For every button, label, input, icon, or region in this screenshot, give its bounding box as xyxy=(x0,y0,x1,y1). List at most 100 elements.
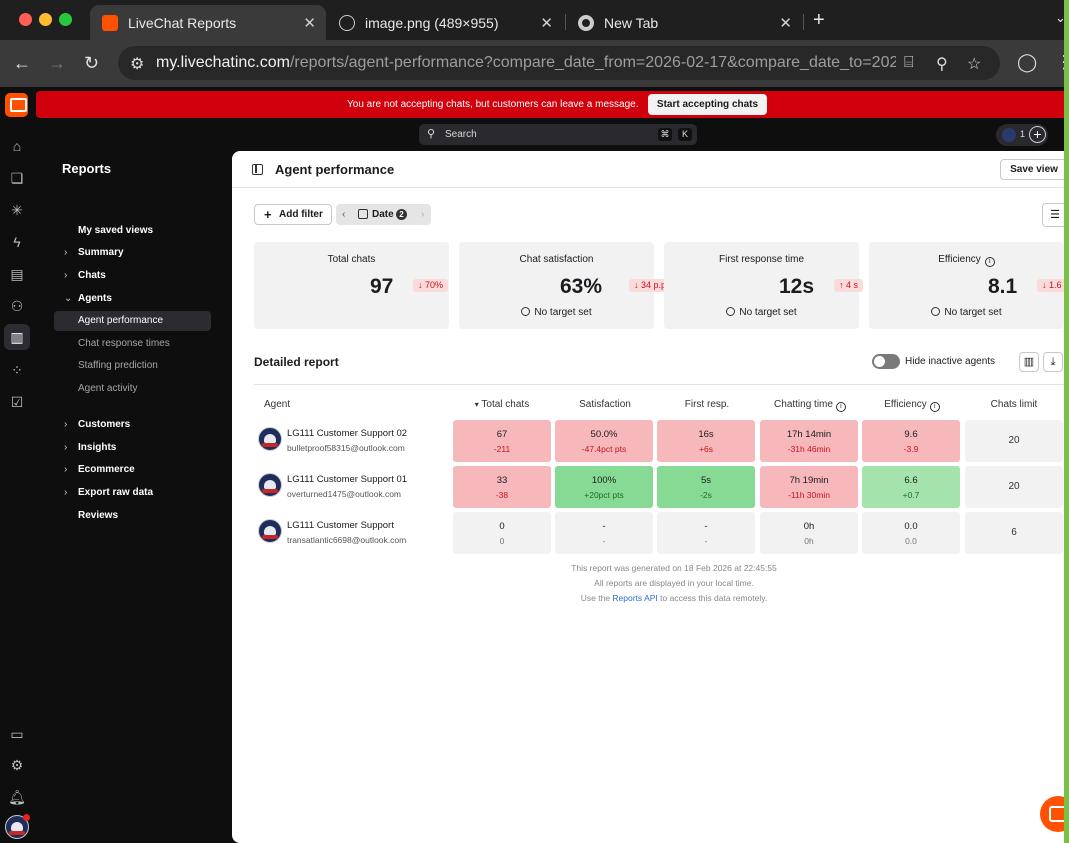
sidebar-item-agents[interactable]: ⌄ Agents xyxy=(54,289,211,309)
url-text[interactable]: my.livechatinc.com/reports/agent-perform… xyxy=(156,54,896,71)
sidebar-item-staffing-prediction[interactable]: Staffing prediction xyxy=(54,356,211,376)
sidebar-item-ecommerce[interactable]: › Ecommerce xyxy=(54,460,211,480)
back-arrow-icon[interactable]: ← xyxy=(13,53,31,73)
archives-icon[interactable]: ▤ xyxy=(10,266,24,282)
agents-online-widget[interactable]: 1 + xyxy=(996,124,1048,146)
kpi-target[interactable]: No target set xyxy=(459,307,654,318)
chevron-left-icon[interactable]: ‹ xyxy=(342,209,346,220)
home-icon[interactable]: ⌂ xyxy=(12,138,22,154)
column-header-chats-limit[interactable]: Chats limit xyxy=(990,399,1038,410)
kpi-card: First response time 12s ↑ 4 s No target set xyxy=(664,242,864,329)
sidebar-item-agent-activity[interactable]: Agent activity xyxy=(54,379,211,399)
tasks-check-icon[interactable]: ☑ xyxy=(10,394,24,410)
new-tab-button[interactable]: + xyxy=(813,9,825,31)
metric-delta: -38 xyxy=(495,490,509,500)
close-tab-icon[interactable]: ✕ xyxy=(779,15,792,32)
chats-limit-cell[interactable]: 20 xyxy=(965,420,1063,462)
globe-icon xyxy=(339,14,355,31)
sidebar-item-customers[interactable]: › Customers xyxy=(54,415,211,435)
close-window-button[interactable] xyxy=(19,13,32,26)
chats-limit-cell[interactable]: 20 xyxy=(965,466,1063,508)
sidebar-item-agent-performance[interactable]: Agent performance xyxy=(54,311,211,331)
sidebar-item-export-raw-data[interactable]: › Export raw data xyxy=(54,483,211,503)
metric-value: 17h 14min xyxy=(786,429,832,440)
sidebar-item-chats[interactable]: › Chats xyxy=(54,266,211,286)
date-filter-chip[interactable]: ‹ Date 2 › xyxy=(336,204,431,225)
download-icon[interactable]: ⤓ xyxy=(1043,352,1063,372)
translate-icon[interactable]: ⌸ xyxy=(904,54,914,71)
kpi-change-badge: ↓ 34 p.p xyxy=(629,279,672,292)
add-filter-button[interactable]: + Add filter xyxy=(254,204,332,225)
reports-icon[interactable]: ▥ xyxy=(4,324,30,350)
sidebar-item-my-saved-views[interactable]: My saved views xyxy=(54,221,211,241)
kpi-label: Total chats xyxy=(327,254,376,265)
column-header-agent[interactable]: Agent xyxy=(264,399,291,410)
profile-icon[interactable]: ◯ xyxy=(1017,52,1038,72)
metric-cell: 33 -38 xyxy=(453,466,551,508)
metric-value: 0 xyxy=(499,521,505,532)
sidebar-item-insights[interactable]: › Insights xyxy=(54,438,211,458)
column-header-first-resp-[interactable]: First resp. xyxy=(684,399,730,410)
column-header-total-chats[interactable]: ▾ Total chats xyxy=(474,399,530,410)
column-header-satisfaction[interactable]: Satisfaction xyxy=(579,399,631,410)
column-header-efficiency[interactable]: Efficiency i xyxy=(852,399,972,412)
reports-api-link[interactable]: Reports API xyxy=(612,593,658,603)
calendar-icon xyxy=(358,209,368,219)
sidebar-item-chat-response-times[interactable]: Chat response times xyxy=(54,334,211,354)
agent-email: bulletproof58315@outlook.com xyxy=(287,443,405,453)
billing-card-icon[interactable]: ▭ xyxy=(10,726,24,742)
team-icon[interactable]: ⚇ xyxy=(10,298,24,314)
apps-icon[interactable]: ⁘ xyxy=(11,362,23,378)
sidebar-item-label: My saved views xyxy=(78,225,154,236)
metric-cell: 0.0 0.0 xyxy=(862,512,960,554)
livechat-logo-icon[interactable] xyxy=(5,93,28,117)
tab-image[interactable]: image.png (489×955) ✕ xyxy=(327,5,563,40)
columns-icon[interactable]: ▥ xyxy=(1019,352,1039,372)
forward-arrow-icon[interactable]: → xyxy=(48,53,66,73)
agent-email: transatlantic6698@outlook.com xyxy=(287,535,407,545)
zoom-icon[interactable]: ⚲ xyxy=(936,56,948,73)
settings-gear-icon[interactable]: ⚙ xyxy=(10,757,24,773)
save-view-button[interactable]: Save view xyxy=(1000,159,1068,180)
metric-cell: 50.0% -47.4pct pts xyxy=(555,420,653,462)
close-tab-icon[interactable]: ✕ xyxy=(540,15,553,32)
automation-bolt-icon[interactable]: ϟ xyxy=(13,234,21,250)
maximize-window-button[interactable] xyxy=(59,13,72,26)
kpi-target[interactable]: No target set xyxy=(664,307,859,318)
engage-icon[interactable]: ✳ xyxy=(11,202,23,218)
sidebar-item-summary[interactable]: › Summary xyxy=(54,243,211,263)
info-icon[interactable]: i xyxy=(984,257,995,267)
add-agent-plus-icon[interactable]: + xyxy=(1029,126,1046,143)
banner-message: You are not accepting chats, but custome… xyxy=(347,99,639,110)
arrow-down-icon: ↓ xyxy=(418,280,423,290)
tab-search-chevron-icon[interactable]: ⌄ xyxy=(1055,10,1066,25)
metric-delta: 0 xyxy=(499,536,505,546)
chats-limit-cell[interactable]: 6 xyxy=(965,512,1063,554)
column-header-chatting-time[interactable]: Chatting time i xyxy=(750,399,870,412)
agent-name: LG111 Customer Support 02 xyxy=(287,428,408,439)
reload-icon[interactable]: ↻ xyxy=(84,53,100,73)
global-search[interactable]: ⚲ Search ⌘ K xyxy=(419,124,697,145)
minimize-window-button[interactable] xyxy=(39,13,52,26)
tab-livechat-reports[interactable]: LiveChat Reports ✕ xyxy=(90,5,326,40)
info-icon[interactable]: i xyxy=(929,402,940,412)
address-bar[interactable]: ⚙ my.livechatinc.com/reports/agent-perfo… xyxy=(118,46,1000,80)
notifications-bell-icon[interactable]: 🔔︎ xyxy=(8,789,26,805)
bookmark-star-icon[interactable]: ☆ xyxy=(967,56,982,73)
agent-name: LG111 Customer Support 01 xyxy=(287,474,408,485)
metric-delta: -31h 46min xyxy=(787,444,831,454)
hide-inactive-toggle[interactable] xyxy=(872,354,900,369)
sidebar-item-reviews[interactable]: Reviews xyxy=(54,506,211,526)
start-accepting-chats-button[interactable]: Start accepting chats xyxy=(648,94,767,115)
chevron-right-icon[interactable]: › xyxy=(421,209,425,220)
kpi-target[interactable]: No target set xyxy=(869,307,1064,318)
main-panel: Agent performance Save view + Add filter… xyxy=(232,151,1069,843)
close-tab-icon[interactable]: ✕ xyxy=(303,15,316,32)
site-settings-icon[interactable]: ⚙ xyxy=(130,56,145,73)
chats-icon[interactable]: ❏ xyxy=(10,170,24,186)
info-icon[interactable]: i xyxy=(835,402,846,412)
toggle-sidebar-icon[interactable] xyxy=(252,164,263,175)
tab-new-tab[interactable]: New Tab ✕ xyxy=(566,5,802,40)
chevron-right-icon: › xyxy=(64,247,68,258)
